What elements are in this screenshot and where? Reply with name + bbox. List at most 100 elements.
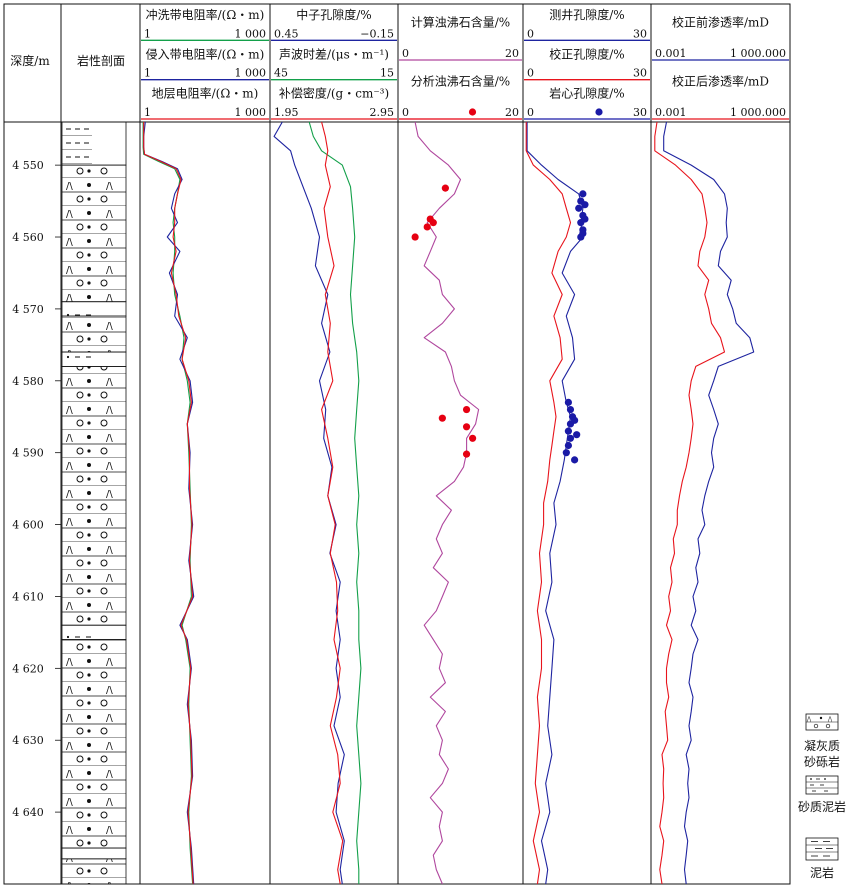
data-point-岩心孔隙度 xyxy=(575,204,583,212)
log-frame xyxy=(3,3,791,885)
track-2-scale-left-1: 0.45 xyxy=(274,27,299,40)
depth-tick-label: 4 560 xyxy=(12,231,44,244)
track-1-title-2: 侵入带电阻率/(Ω・m) xyxy=(146,46,265,61)
track-4-scale-left-1: 0 xyxy=(527,27,534,40)
data-point-分析浊沸石含量 xyxy=(411,233,419,241)
depth-tick-label: 4 570 xyxy=(12,303,44,316)
lith-interval-sandy-mudstone xyxy=(61,624,127,640)
track-3-marker-legend xyxy=(468,108,477,116)
legend-label-sandy-mudstone: 砂质泥岩 xyxy=(798,799,846,814)
track-1-title-1: 冲洗带电阻率/(Ω・m) xyxy=(146,7,265,22)
track-5-scale-right-2: 1 000.000 xyxy=(730,106,786,119)
track-4-scale-right-3: 30 xyxy=(633,106,647,119)
track-3-title-2: 分析浊沸石含量/% xyxy=(411,73,510,88)
data-point-分析浊沸石含量 xyxy=(462,405,471,414)
series-line-补偿密度 xyxy=(321,121,344,885)
track-1-scale-left-1: 1 xyxy=(144,27,151,40)
lithology-column xyxy=(61,121,127,885)
legend-label-tuffaceous-glutenite-2: 砂砾岩 xyxy=(804,754,840,769)
data-point-岩心孔隙度 xyxy=(581,201,589,209)
data-point-岩心孔隙度 xyxy=(564,398,573,406)
track-2-scale-right-3: 2.95 xyxy=(370,106,395,119)
data-point-岩心孔隙度 xyxy=(566,405,575,414)
track-3-scale-left-1: 0 xyxy=(402,47,409,60)
legend-label-tuffaceous-glutenite-1: 凝灰质 xyxy=(804,738,840,753)
track-3-scale-right-1: 20 xyxy=(505,47,519,60)
data-point-岩心孔隙度 xyxy=(562,449,570,457)
depth-axis: 4 550 4 560 4 570 4 580 4 590 4 600 4 610 4 620… xyxy=(12,159,61,819)
data-point-岩心孔隙度 xyxy=(571,416,579,424)
depth-tick-label: 4 610 xyxy=(12,590,44,603)
track-5-title-1: 校正前渗透率/mD xyxy=(672,14,769,29)
data-point-分析浊沸石含量 xyxy=(423,223,431,231)
lithology-header: 岩性剖面 xyxy=(77,53,125,68)
track-5-scale-left-2: 0.001 xyxy=(655,106,687,119)
track-1-scale-right-2: 1 000 xyxy=(235,67,267,80)
track-3-scale-left-2: 0 xyxy=(402,106,409,119)
series-line-校正后渗透率 xyxy=(654,121,726,885)
data-point-岩心孔隙度 xyxy=(564,427,573,435)
legend-swatch-sandy-mudstone xyxy=(805,775,839,795)
lith-interval-sandy-mudstone xyxy=(61,847,127,860)
series-line-计算浊沸石含量 xyxy=(414,121,480,885)
data-point-岩心孔隙度 xyxy=(579,190,587,198)
series-line-测井孔隙度 xyxy=(526,122,584,885)
outer-border xyxy=(3,3,791,885)
lith-interval-mudstone xyxy=(61,121,127,166)
track-2-scale-right-2: 15 xyxy=(380,67,394,80)
lith-interval-sandy-mudstone xyxy=(61,351,127,367)
track-4-title-2: 校正孔隙度/% xyxy=(549,46,624,61)
depth-tick-label: 4 550 xyxy=(12,159,44,172)
track-2-scale-right-1: −0.15 xyxy=(360,27,394,40)
track-2-scale-left-2: 45 xyxy=(274,67,288,80)
track-4-scale-left-2: 0 xyxy=(527,67,534,80)
series-line-地层电阻率 xyxy=(143,122,194,885)
series-line-中子孔隙度 xyxy=(273,121,345,885)
track-3-title-1: 计算浊沸石含量/% xyxy=(411,14,510,29)
legend-swatch-tuffaceous-glutenite xyxy=(805,713,839,731)
track-2-title-1: 中子孔隙度/% xyxy=(296,7,371,22)
track-2-title-2: 声波时差/(μs・m⁻¹) xyxy=(279,47,389,61)
data-point-岩心孔隙度 xyxy=(566,434,575,442)
series-line-声波时差 xyxy=(308,121,362,884)
track-1-title-3: 地层电阻率/(Ω・m) xyxy=(152,86,259,101)
lith-interval-tuffaceous-glutenite xyxy=(61,315,127,353)
depth-tick-label: 4 630 xyxy=(12,734,44,747)
depth-tick-label: 4 590 xyxy=(12,447,44,460)
track-4-scale-right-1: 30 xyxy=(633,27,647,40)
lith-interval-tuffaceous-glutenite xyxy=(61,858,127,885)
legend-label-mudstone: 泥岩 xyxy=(810,865,834,880)
track-4-scale-right-2: 30 xyxy=(633,67,647,80)
data-point-分析浊沸石含量 xyxy=(462,423,471,431)
track-1-scale-left-2: 1 xyxy=(144,67,151,80)
data-point-岩心孔隙度 xyxy=(581,215,589,223)
depth-tick-label: 4 640 xyxy=(12,806,44,819)
track-4-title-1: 测井孔隙度/% xyxy=(549,7,624,22)
lith-interval-sandy-mudstone xyxy=(61,301,127,317)
data-point-岩心孔隙度 xyxy=(573,431,581,439)
series-line-校正孔隙度 xyxy=(525,122,572,885)
data-point-分析浊沸石含量 xyxy=(438,414,446,422)
data-point-分析浊沸石含量 xyxy=(441,184,449,192)
track-4-scale-left-3: 0 xyxy=(527,106,534,119)
log-curves xyxy=(142,121,755,885)
data-point-岩心孔隙度 xyxy=(579,229,587,238)
lith-interval-tuffaceous-glutenite xyxy=(61,164,127,303)
depth-header: 深度/m xyxy=(10,53,50,68)
depth-tick-label: 4 580 xyxy=(12,375,44,388)
track-5-scale-right-1: 1 000.000 xyxy=(730,47,786,60)
data-point-分析浊沸石含量 xyxy=(469,434,477,442)
track-1-scale-right-3: 1 000 xyxy=(235,106,267,119)
data-point-岩心孔隙度 xyxy=(571,456,579,464)
data-point-分析浊沸石含量 xyxy=(429,219,437,227)
depth-tick-label: 4 620 xyxy=(12,662,44,675)
track-3-scale-right-2: 20 xyxy=(505,106,519,119)
track-1-scale-left-3: 1 xyxy=(144,106,151,119)
lithology-legend: 凝灰质 砂砾岩 砂质泥岩 泥岩 xyxy=(798,713,846,880)
data-point-分析浊沸石含量 xyxy=(462,450,471,458)
track-1-scale-right-1: 1 000 xyxy=(235,27,267,40)
track-4-title-3: 岩心孔隙度/% xyxy=(549,86,624,101)
track-2-scale-left-3: 1.95 xyxy=(274,106,299,119)
